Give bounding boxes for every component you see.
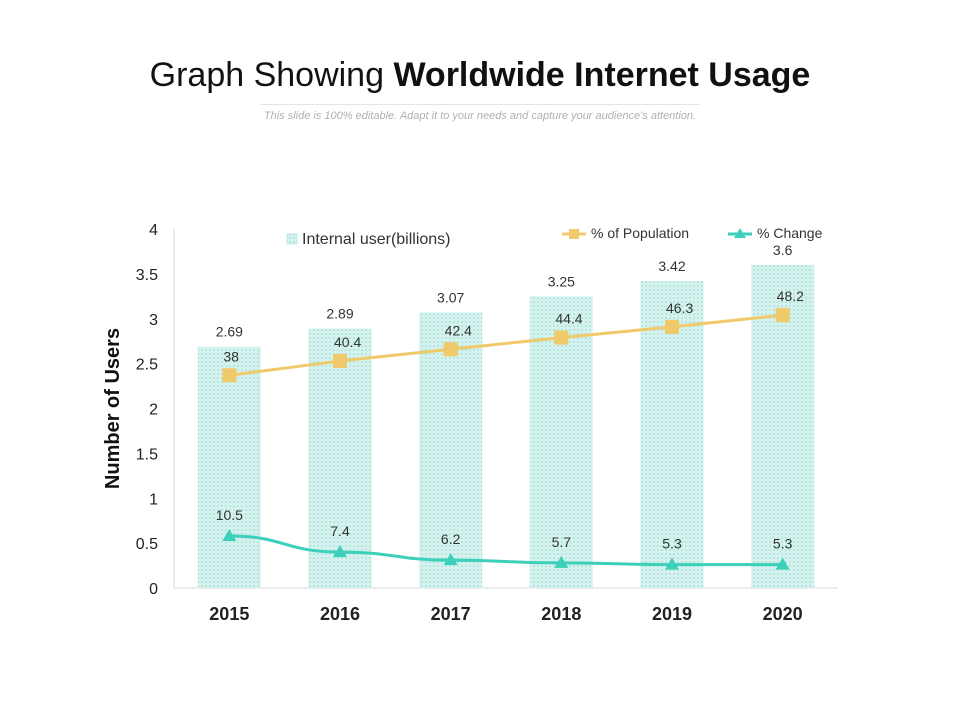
y-tick-label: 0 [149, 581, 158, 598]
x-tick-label: 2016 [320, 604, 360, 624]
legend-bar-label: Internal user(billions) [302, 231, 451, 248]
bar-2016 [308, 328, 372, 588]
bar-data-label: 3.25 [548, 273, 575, 289]
change-point [775, 557, 790, 570]
bar-data-label: 3.42 [658, 258, 685, 274]
population-data-label: 46.3 [666, 300, 693, 316]
population-data-label: 44.4 [555, 311, 582, 327]
bar-2015 [197, 346, 261, 588]
change-point [333, 545, 347, 558]
y-tick-label: 2.5 [136, 357, 158, 374]
population-data-label: 40.4 [334, 334, 361, 350]
y-tick-label: 3 [149, 312, 158, 329]
change-data-label: 5.7 [552, 534, 572, 550]
change-data-label: 10.5 [216, 507, 243, 523]
title-light: Graph Showing [149, 56, 394, 94]
population-data-label: 38 [223, 348, 239, 364]
y-tick-label: 1.5 [136, 446, 158, 463]
population-point [554, 330, 569, 345]
population-point [775, 308, 790, 323]
population-data-label: 48.2 [777, 288, 804, 304]
x-tick-label: 2019 [652, 604, 692, 624]
change-point [443, 553, 458, 566]
population-data-label: 42.4 [445, 322, 472, 338]
legend-change-label: % Change [757, 225, 823, 241]
change-data-label: 7.4 [330, 523, 350, 539]
change-point [554, 555, 569, 568]
title-bold: Worldwide Internet Usage [393, 56, 811, 94]
population-point [333, 353, 347, 368]
page-title: Graph Showing Worldwide Internet Usage [0, 56, 960, 95]
legend-bar-swatch [286, 233, 298, 245]
change-point [222, 528, 237, 541]
change-series-line [229, 534, 783, 567]
page-subtitle: This slide is 100% editable. Adapt it to… [263, 110, 697, 122]
plot-area: 0 0.5 1 1.5 2 2.5 3 3.5 4 Number of Users 2015 2016… [102, 222, 838, 624]
population-point [222, 368, 237, 383]
bar-2018 [529, 296, 593, 588]
bar-data-label: 2.69 [216, 324, 243, 340]
y-axis-title: Number of Users [102, 328, 124, 489]
legend-change-marker [734, 228, 746, 238]
bar-data-label: 3.07 [437, 289, 464, 305]
bar-2017 [419, 312, 483, 588]
change-point [665, 557, 679, 570]
x-tick-label: 2018 [541, 604, 581, 624]
change-data-label: 5.3 [662, 536, 682, 552]
x-tick-label: 2017 [431, 604, 471, 624]
bar-data-label: 3.6 [773, 242, 793, 258]
legend-population-label: % of Population [591, 225, 689, 241]
bar-data-label: 2.89 [326, 306, 353, 322]
legend-population-marker [569, 229, 579, 239]
y-tick-label: 4 [149, 222, 158, 239]
x-tick-label: 2015 [209, 604, 249, 624]
y-tick-label: 0.5 [136, 536, 158, 553]
population-point [443, 342, 458, 357]
y-tick-label: 1 [149, 491, 158, 508]
title-divider [260, 104, 700, 105]
change-data-label: 6.2 [441, 531, 461, 547]
y-tick-label: 2 [149, 402, 158, 419]
population-series-line [229, 313, 783, 377]
population-point [665, 319, 679, 334]
y-tick-label: 3.5 [136, 267, 158, 284]
x-tick-label: 2020 [763, 604, 803, 624]
change-data-label: 5.3 [773, 536, 793, 552]
